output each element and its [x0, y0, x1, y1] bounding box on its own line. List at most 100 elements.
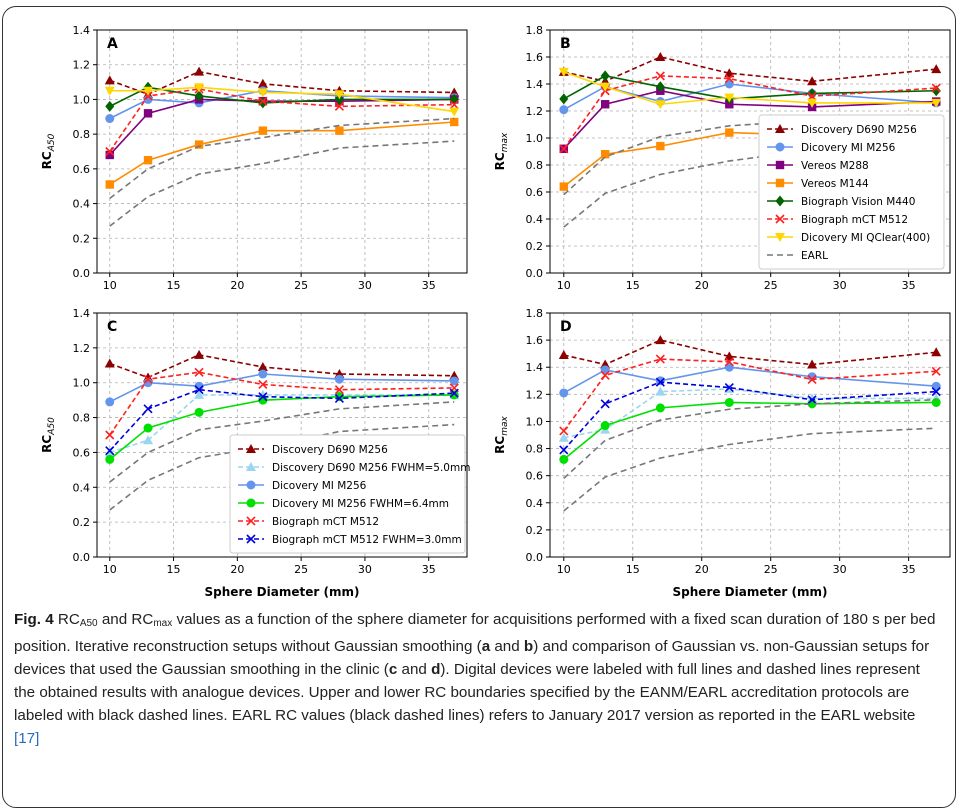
x-tick-label: 20: [695, 279, 709, 292]
data-point-d690: [655, 52, 666, 61]
caption-subscript: max: [153, 618, 173, 629]
series-line-mi_fwhm: [109, 394, 455, 461]
y-tick-label: 1.2: [73, 342, 91, 355]
caption-panel-ref: c: [388, 661, 398, 678]
legend-marker-mi: [246, 480, 256, 490]
data-point-mi_fwhm: [600, 421, 610, 431]
y-tick-label: 1.2: [526, 105, 544, 118]
legend-label: Dicovery MI M256: [801, 142, 896, 154]
data-point-mct_fwhm: [931, 387, 941, 397]
caption-figure-label: Fig. 4: [14, 611, 54, 628]
x-tick-label: 10: [557, 279, 571, 292]
x-tick-label: 25: [764, 563, 778, 576]
data-point-mct: [258, 379, 268, 390]
data-point-vision: [600, 70, 610, 82]
data-point-mct_fwhm: [807, 395, 817, 405]
data-point-vereos144: [194, 140, 204, 149]
data-point-mct: [105, 146, 115, 157]
legend-marker-mct: [775, 214, 785, 224]
series-line-mi: [109, 373, 455, 403]
x-tick-label: 35: [422, 563, 436, 576]
y-axis-label: RCA50: [40, 417, 57, 453]
legend-marker-mct: [246, 516, 256, 526]
y-tick-label: 0.4: [526, 213, 544, 226]
data-point-d690: [257, 362, 268, 372]
series-line-d690: [563, 56, 937, 83]
y-tick-label: 0.8: [73, 412, 91, 425]
series-line-qclear: [109, 86, 455, 113]
legend: Discovery D690 M256 Discovery D690 M256 F…: [229, 434, 470, 554]
data-point-mi_fwhm: [143, 423, 153, 433]
data-point-mct_fwhm: [105, 446, 115, 456]
data-point-mct: [655, 354, 665, 364]
data-point-vereos144: [656, 141, 665, 151]
caption-text: ). Digital devices were labeled with ful…: [14, 661, 920, 724]
series-line-qclear: [563, 71, 937, 106]
data-point-d690: [104, 358, 115, 368]
x-tick-label: 20: [230, 279, 244, 292]
data-point-mct: [931, 366, 941, 376]
data-point-vereos144: [450, 117, 459, 127]
y-axis-label-sub: A50: [47, 133, 57, 152]
y-tick-label: 0.0: [73, 551, 91, 564]
legend-label: Dicovery MI QClear(400): [801, 232, 930, 244]
data-point-qclear: [334, 90, 345, 100]
legend-label: Dicovery MI M256 FWHM=6.4mm: [272, 498, 449, 510]
data-point-qclear: [807, 98, 818, 108]
series-line-earl: [109, 401, 455, 483]
y-tick-label: 0.4: [526, 497, 544, 510]
data-point-d690: [194, 66, 205, 76]
plot-frame: [549, 312, 951, 558]
data-point-qclear: [655, 100, 666, 110]
series-line-earl: [563, 143, 937, 228]
series-line-mct_fwhm: [563, 381, 937, 451]
caption-text: values as a function of the sphere diame…: [14, 611, 936, 655]
data-point-mi: [334, 374, 344, 384]
caption-text: and: [490, 638, 524, 655]
y-tick-label: 1.0: [73, 93, 91, 106]
data-point-mi: [105, 114, 115, 124]
legend-label: Biograph Vision M440: [801, 196, 915, 208]
x-tick-label: 10: [557, 563, 571, 576]
legend-marker-mi_fwhm: [246, 498, 256, 508]
data-point-d690: [931, 347, 942, 357]
series-line-d690: [109, 70, 455, 96]
data-point-vereos144: [258, 126, 268, 135]
series-line-vision: [563, 75, 937, 100]
figure-panels: 10 15 20 25 30 350.00.20.40.60.81.01.21.4RCA5…: [40, 24, 951, 599]
x-tick-label: 35: [902, 279, 916, 292]
series-line-earl: [563, 398, 937, 479]
x-tick-label: 10: [103, 279, 117, 292]
legend-label: EARL: [801, 250, 828, 262]
data-point-mct: [600, 370, 610, 380]
y-tick-label: 0.2: [73, 516, 91, 529]
x-axis-label: Sphere Diameter (mm): [205, 585, 360, 599]
series-line-mi: [109, 89, 455, 120]
y-tick-label: 1.2: [526, 388, 544, 401]
data-point-mi: [559, 105, 569, 115]
panel-letter: D: [560, 319, 572, 335]
data-point-mct_fwhm: [559, 445, 569, 455]
series-line-earl: [109, 117, 455, 199]
data-point-mct: [931, 83, 941, 93]
y-axis-label-main: RC: [493, 436, 507, 454]
reference-link[interactable]: [17]: [14, 730, 40, 747]
data-point-qclear: [931, 98, 942, 108]
y-tick-label: 1.0: [526, 132, 544, 145]
legend: Discovery D690 M256 Dicovery MI M256 Vereo…: [758, 114, 945, 270]
data-point-d690_fwhm: [558, 432, 569, 442]
data-point-mct_fwhm: [724, 382, 734, 393]
panel-d: 10 15 20 25 30 35 0.0 0.2 0.4 0.6 0.8 1.0 1.2 1.4 1.6 1…: [493, 307, 951, 599]
data-point-mct: [559, 426, 569, 436]
plot-frame: [96, 312, 468, 558]
data-point-mct: [143, 91, 153, 101]
panel-letter: C: [107, 319, 117, 335]
data-point-mct_fwhm: [449, 388, 459, 398]
legend-marker-vereos144: [775, 178, 785, 188]
x-axis-label: Sphere Diameter (mm): [673, 585, 828, 599]
data-point-qclear: [558, 67, 569, 77]
panel-a: 10 15 20 25 30 35 0.0 0.2 0.4 0.6 0.8 1.0 1.2 1.4 RCA5…: [40, 24, 468, 292]
legend-label: Biograph mCT M512 FWHM=3.0mm: [272, 534, 462, 546]
legend-marker-mi: [775, 142, 785, 152]
caption-text: RC: [53, 611, 80, 628]
